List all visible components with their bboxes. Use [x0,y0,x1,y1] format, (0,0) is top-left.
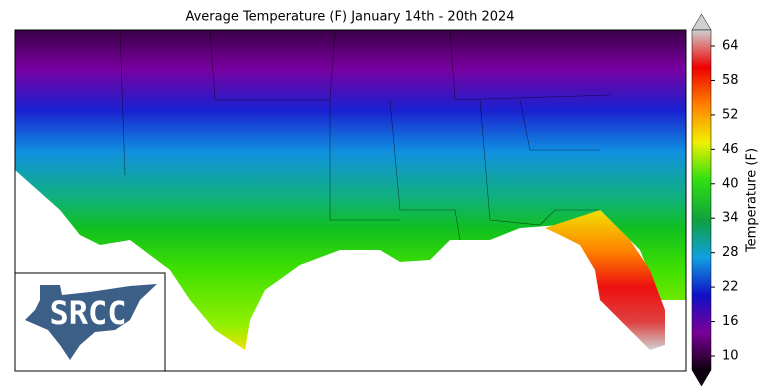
colorbar-tick-label: 28 [722,245,739,260]
land [15,30,686,350]
colorbar-extend-high [691,13,712,31]
colorbar-label: Temperature (F) [745,148,760,253]
logo-text: SRCC [49,294,126,332]
florida [545,210,665,350]
colorbar-tick-label: 58 [722,73,739,88]
colorbar-tick-label: 10 [722,349,739,364]
colorbar-extend-low [691,369,712,387]
colorbar-tick-label: 40 [722,176,739,191]
colorbar: Temperature (F) 10 16 22 28 34 40 46 52 58 64 [691,13,760,387]
colorbar-tick-label: 16 [722,314,739,329]
colorbar-body [691,29,712,371]
colorbar-tick-label: 52 [722,107,739,122]
state-borders [119,30,611,241]
colorbar-tick-label: 22 [722,280,739,295]
colorbar-tick-label: 34 [722,211,739,226]
colorbar-tick-label: 46 [722,142,739,157]
map-title: Average Temperature (F) January 14th - 2… [185,10,514,25]
colorbar-tick-label: 64 [722,39,739,54]
logo-inset: SRCC [14,272,166,372]
map-frame [14,29,687,372]
logo-shape [25,284,157,360]
